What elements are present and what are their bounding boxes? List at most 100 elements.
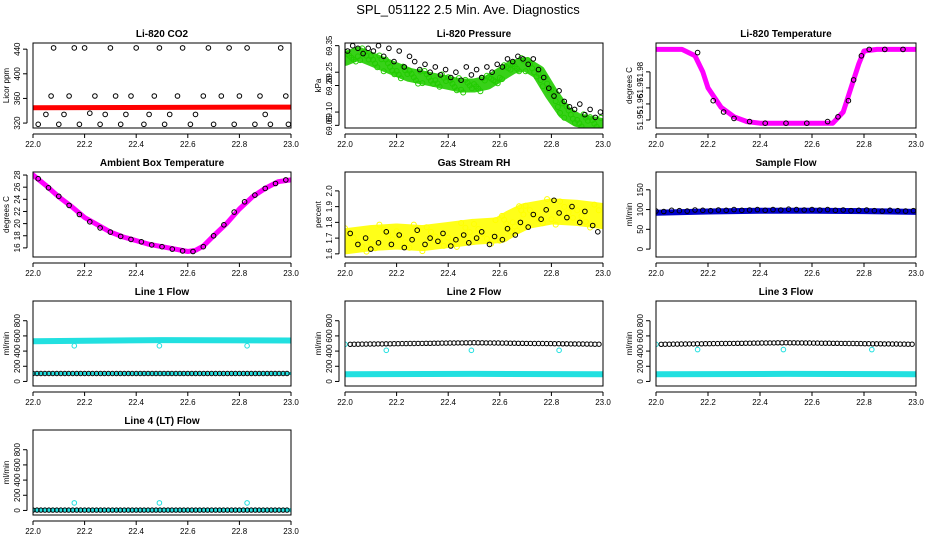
point (561, 203, 568, 210)
x-tick-label: 22.4 (440, 269, 456, 278)
point (357, 57, 364, 64)
panel-box_temp: Ambient Box Temperature 22.0 22.2 22.4 22.6 2… (2, 158, 299, 278)
point (117, 233, 124, 240)
point (422, 61, 428, 68)
panel-title: Li-820 Temperature (740, 29, 832, 40)
point (468, 347, 475, 354)
x-tick-label: 22.2 (700, 140, 716, 149)
point (189, 370, 195, 377)
point (216, 370, 223, 377)
point (159, 243, 165, 250)
panel-rh: Gas Stream RH 22.0 22.2 22.4 22.6 22.8 23.0 1.6… (314, 158, 611, 278)
point (419, 248, 426, 255)
series-raw_hi (33, 337, 291, 345)
point (401, 64, 408, 70)
point (557, 109, 563, 116)
point (507, 66, 514, 73)
point (522, 68, 529, 75)
panel-sample_flow: Sample Flow 22.0 22.2 22.4 22.6 22.8 23.0 0 50 10… (625, 158, 924, 278)
point (262, 111, 269, 118)
x-tick-label: 23.0 (595, 269, 611, 278)
point (448, 243, 454, 249)
y-tick-label: 100 (636, 202, 645, 216)
point (692, 207, 698, 213)
x-tick-label: 22.4 (752, 398, 768, 407)
panel-title: Line 3 Flow (759, 287, 814, 298)
x-tick-label: 22.6 (180, 269, 196, 278)
point (200, 93, 207, 99)
point (595, 229, 601, 235)
point (854, 340, 860, 347)
y-tick-label: 51.97 (636, 77, 645, 98)
point (97, 507, 104, 513)
y-tick-label: 2.0 (325, 185, 334, 197)
point (66, 202, 72, 209)
point (578, 123, 585, 128)
point (556, 347, 562, 354)
point (809, 206, 815, 213)
panel-title: Sample Flow (755, 158, 816, 169)
point (428, 228, 434, 235)
point (385, 231, 391, 238)
point (548, 86, 555, 93)
x-tick-label: 23.0 (283, 269, 299, 278)
x-tick-label: 22.6 (492, 398, 508, 407)
point (492, 217, 499, 224)
point (283, 177, 289, 183)
point (85, 370, 92, 377)
point (516, 68, 523, 75)
point (460, 89, 467, 96)
y-tick-label: 26 (13, 182, 22, 191)
point (582, 208, 588, 215)
point (257, 93, 263, 99)
point (574, 207, 581, 214)
plot-frame (32, 429, 292, 516)
plot-frame (32, 300, 292, 387)
point (48, 93, 54, 99)
point (228, 370, 235, 377)
point (272, 180, 279, 187)
point (453, 69, 459, 75)
point (525, 61, 532, 68)
x-tick-label: 22.2 (77, 398, 93, 407)
point (778, 207, 784, 213)
point (530, 56, 537, 62)
point (593, 123, 600, 128)
point (889, 341, 896, 347)
x-tick-label: 22.2 (77, 269, 93, 278)
point (746, 207, 753, 213)
point (824, 206, 831, 213)
point (376, 221, 383, 228)
x-tick-label: 22.6 (804, 398, 820, 407)
point (707, 207, 714, 214)
panel-title: Li-820 Pressure (437, 29, 512, 40)
point (76, 211, 83, 218)
point (128, 93, 134, 99)
point (494, 61, 501, 68)
panel-licor_temp: Li-820 Temperature 22.0 22.2 22.4 22.6 22.8 23… (625, 29, 924, 149)
point (383, 229, 390, 235)
point (571, 106, 578, 113)
point (900, 46, 906, 53)
x-tick-label: 22.2 (700, 269, 716, 278)
point (190, 248, 196, 255)
point (870, 341, 876, 347)
point (363, 248, 370, 255)
x-tick-label: 22.0 (648, 140, 664, 149)
point (76, 121, 83, 128)
point (552, 98, 559, 105)
plot-frame (344, 300, 604, 387)
plot-area (656, 340, 916, 378)
point (210, 121, 217, 128)
point (221, 222, 227, 228)
y-tick-label: 0 (636, 379, 645, 384)
point (360, 50, 366, 57)
point (551, 93, 557, 99)
x-tick-label: 22.4 (128, 527, 144, 536)
x-tick-label: 22.8 (856, 398, 872, 407)
plot-area (33, 172, 291, 255)
point (723, 207, 730, 214)
y-tick-label: 200 (13, 359, 22, 373)
y-tick-label: 400 (325, 344, 334, 358)
point (582, 111, 588, 118)
